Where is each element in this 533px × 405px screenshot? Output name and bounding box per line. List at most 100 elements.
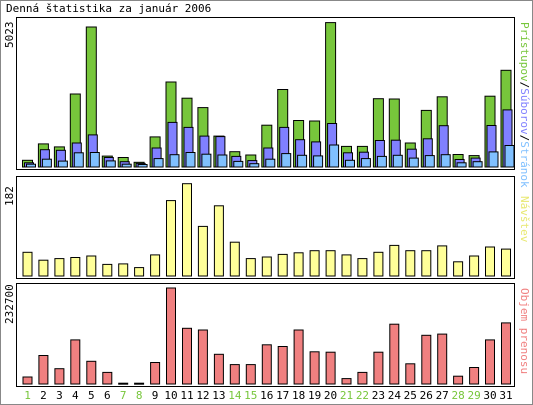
x-tick-label-day-20: 20 <box>323 389 338 402</box>
x-tick-label-day-8: 8 <box>135 389 143 402</box>
x-tick-label-day-12: 12 <box>196 389 210 402</box>
x-tick-label-day-13: 13 <box>212 389 226 402</box>
pages-bar <box>504 145 514 168</box>
x-tick-label-day-5: 5 <box>87 389 95 402</box>
x-tick-label-day-31: 31 <box>499 389 513 402</box>
kbytes-plot <box>22 287 511 385</box>
x-tick-label-day-16: 16 <box>260 389 274 402</box>
kbytes-bar <box>70 339 81 385</box>
x-tick-label-day-29: 29 <box>467 389 481 402</box>
visits-bar <box>150 254 161 277</box>
visits-bar <box>389 244 400 277</box>
visits-bar <box>469 255 480 277</box>
kbytes-bar <box>86 360 97 385</box>
pages-bar <box>185 152 196 168</box>
kbytes-bar <box>389 323 400 385</box>
visits-bar <box>245 258 256 277</box>
x-tick-label-day-30: 30 <box>483 389 497 402</box>
visits-plot <box>22 183 511 277</box>
pages-bar <box>281 153 292 168</box>
kbytes-bar <box>501 322 511 385</box>
pages-bar <box>121 163 132 168</box>
x-tick-label-day-23: 23 <box>371 389 386 402</box>
visits-bar <box>86 255 97 277</box>
bottom-panel-legend: Objem prenosu <box>518 288 531 375</box>
visits-bar <box>70 257 81 277</box>
middle-panel-legend: Návštev <box>518 196 531 243</box>
kbytes-bar <box>197 329 208 385</box>
legend-stranok: Stránok <box>518 141 531 188</box>
visits-bar <box>118 263 129 277</box>
kbytes-bar <box>485 339 495 385</box>
visits-bar <box>261 256 272 277</box>
kbytes-bar <box>357 371 368 385</box>
visits-bar <box>373 251 384 277</box>
x-axis-day-labels: 1 2 3 4 5 6 7 8 9 10 11 12 13 14 15 16 17 18 19 20 21 22 23 24 2… <box>16 389 515 403</box>
visits-bar <box>166 200 176 277</box>
pages-bar <box>408 157 419 168</box>
pages-bar <box>57 160 68 168</box>
pages-bar <box>249 163 260 168</box>
kbytes-bar <box>325 351 336 385</box>
kbytes-bar <box>453 375 464 385</box>
pages-bar <box>89 152 100 168</box>
pages-bar <box>233 160 244 168</box>
pages-bar <box>488 151 499 168</box>
kbytes-bar <box>229 364 240 385</box>
pages-bar <box>360 158 371 168</box>
kbytes-bar <box>118 382 129 385</box>
kbytes-bar <box>150 362 161 385</box>
kbytes-bar <box>405 363 416 385</box>
x-tick-label-day-28: 28 <box>451 389 465 402</box>
pages-bar <box>472 161 483 168</box>
visits-bar <box>485 246 495 277</box>
legend-pristupov: Prístupov <box>518 22 531 82</box>
visits-bar <box>182 183 192 277</box>
x-tick-label-day-25: 25 <box>403 389 417 402</box>
x-tick-label-day-9: 9 <box>151 389 159 402</box>
x-tick-label-day-15: 15 <box>244 389 258 402</box>
top-panel-legend: Prístupov/Súborov/Stránok <box>518 22 531 188</box>
kbytes-bar <box>182 327 192 385</box>
kbytes-bar <box>213 353 224 385</box>
pages-bar <box>201 153 212 168</box>
x-tick-label-day-17: 17 <box>276 389 290 402</box>
pages-bar <box>153 158 164 168</box>
x-tick-label-day-21: 21 <box>339 389 354 402</box>
x-tick-label-day-14: 14 <box>228 389 242 402</box>
pages-bar <box>313 155 324 168</box>
visits-bar <box>134 267 145 277</box>
pages-bar <box>329 144 340 168</box>
x-tick-label-day-7: 7 <box>119 389 127 402</box>
x-tick-label-day-19: 19 <box>307 389 322 402</box>
visits-bar <box>54 258 65 277</box>
visits-bar <box>102 263 113 277</box>
hits-files-pages-panel <box>16 17 515 170</box>
kbytes-bar <box>134 382 145 385</box>
visits-bar <box>405 250 416 277</box>
kbytes-bar <box>373 351 384 385</box>
x-tick-label-day-18: 18 <box>292 389 306 402</box>
kbytes-bar <box>54 368 65 385</box>
visits-bar <box>437 245 448 277</box>
x-tick-label-day-24: 24 <box>387 389 401 402</box>
middle-panel-ymax: 182 <box>3 186 16 206</box>
x-tick-label-day-11: 11 <box>180 389 194 402</box>
top-panel-ymax: 5023 <box>3 21 16 49</box>
visits-bar <box>22 251 33 277</box>
pages-bar <box>105 160 116 168</box>
visits-bar <box>501 248 511 277</box>
kbytes-bar <box>469 367 480 385</box>
x-tick-label-day-22: 22 <box>355 389 370 402</box>
visits-bar <box>453 261 464 277</box>
x-tick-label-day-1: 1 <box>24 389 31 402</box>
kbytes-bar <box>293 329 304 385</box>
x-tick-label-day-26: 26 <box>419 389 433 402</box>
kbytes-bar <box>166 287 176 385</box>
pages-bar <box>73 152 84 168</box>
kbytes-bar <box>309 351 320 385</box>
visits-bar <box>325 250 336 277</box>
kbytes-panel <box>16 283 515 387</box>
kbytes-bar <box>341 378 352 385</box>
visits-bar <box>197 225 208 277</box>
